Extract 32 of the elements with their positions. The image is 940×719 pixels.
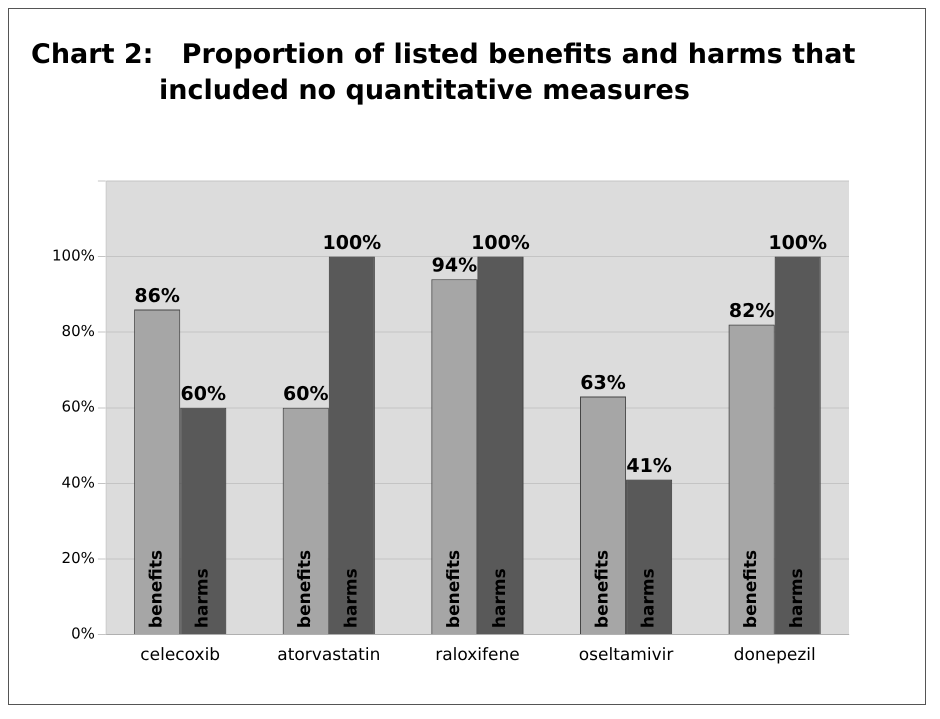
series-label: benefits: [146, 550, 167, 628]
x-tick-label: atorvastatin: [277, 645, 380, 666]
x-tick-label: raloxifene: [435, 645, 520, 666]
data-label: 60%: [180, 383, 226, 406]
y-tick-label: 60%: [62, 398, 95, 416]
data-label: 41%: [626, 455, 672, 478]
data-label: 100%: [471, 232, 530, 254]
y-tick-label: 20%: [62, 548, 95, 567]
x-tick-label: oseltamivir: [578, 645, 674, 666]
text: benefits: [295, 550, 316, 628]
x-tick-label: celecoxib: [140, 645, 220, 666]
data-label: 100%: [768, 232, 828, 254]
text: harms: [341, 568, 362, 628]
y-tick-label: 40%: [62, 473, 95, 492]
chart-title: Chart 2: Proportion of listed benefits and harms that included no quantitative measures: [31, 38, 856, 108]
text: benefits: [741, 550, 762, 628]
data-label: 86%: [134, 284, 180, 307]
data-label: 100%: [322, 232, 382, 254]
data-label: 82%: [728, 300, 774, 322]
text: harms: [787, 568, 808, 628]
data-label: 94%: [432, 254, 478, 277]
text: benefits: [444, 550, 464, 628]
text: harms: [638, 568, 659, 628]
y-tick-label: 80%: [62, 322, 95, 340]
data-label: 60%: [283, 383, 329, 406]
data-label: 63%: [580, 372, 626, 394]
series-label: harms: [192, 568, 213, 628]
x-tick-label: donepezil: [734, 645, 816, 666]
y-tick-label: 100%: [52, 246, 95, 264]
y-tick-label: 0%: [71, 624, 95, 642]
text: harms: [490, 568, 510, 628]
text: benefits: [592, 550, 612, 628]
